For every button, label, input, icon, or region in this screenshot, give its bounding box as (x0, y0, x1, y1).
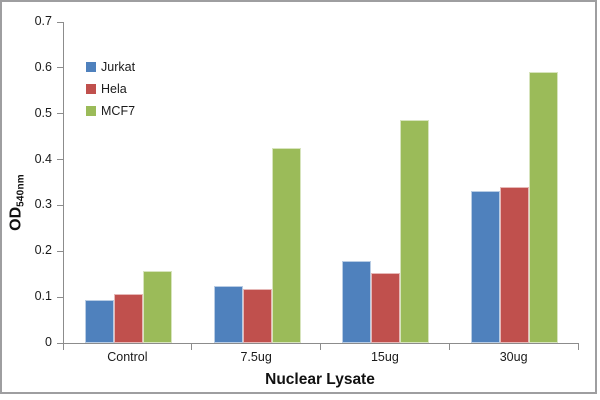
x-tick-mark (62, 344, 64, 350)
legend-label: Jurkat (101, 60, 136, 74)
y-tick-label: 0.7 (34, 14, 52, 28)
bar-hela-control (113, 294, 143, 343)
x-tick-mark (191, 344, 193, 350)
bar-jurkat-7.5ug (213, 285, 243, 343)
legend-item-jurkat: Jurkat (86, 56, 135, 78)
bar-mcf7-7.5ug (271, 148, 301, 343)
bar-mcf7-15ug (400, 119, 430, 343)
y-tick-mark (57, 159, 63, 161)
y-tick-label: 0.5 (34, 105, 52, 120)
bar-mcf7-control (142, 271, 172, 343)
plot-area (63, 22, 579, 344)
y-tick-mark (57, 296, 63, 298)
y-tick-label: 0.6 (34, 59, 52, 74)
legend-swatch-icon (86, 84, 96, 94)
legend-item-mcf7: MCF7 (86, 100, 135, 122)
y-tick-mark (57, 204, 63, 206)
x-tick-mark (448, 344, 450, 350)
y-tick-label: 0.1 (34, 289, 52, 304)
bar-mcf7-30ug (529, 72, 559, 343)
legend-label: Hela (101, 82, 127, 96)
legend-swatch-icon (86, 106, 96, 116)
x-axis-title: Nuclear Lysate (265, 371, 375, 388)
x-tick-mark (577, 344, 579, 350)
bar-jurkat-15ug (342, 261, 372, 343)
x-category-label: 7.5ug (240, 350, 272, 364)
y-tick-label: 0.3 (34, 197, 52, 212)
y-tick-mark (57, 113, 63, 115)
legend-item-hela: Hela (86, 78, 135, 100)
y-tick-mark (57, 21, 63, 23)
legend-label: MCF7 (101, 104, 136, 118)
bar-hela-30ug (500, 186, 530, 343)
y-tick-label: 0 (45, 335, 52, 349)
bar-jurkat-control (84, 300, 114, 343)
x-category-label: Control (107, 350, 148, 364)
legend-swatch-icon (86, 62, 96, 72)
bar-hela-7.5ug (242, 288, 272, 343)
x-tick-mark (320, 344, 321, 350)
y-tick-label: 0.2 (34, 243, 52, 258)
y-tick-label: 0.4 (34, 151, 52, 166)
y-tick-mark (57, 342, 63, 344)
bar-jurkat-30ug (471, 190, 501, 343)
legend: Jurkat Hela MCF7 (86, 56, 135, 122)
x-category-label: 30ug (499, 350, 528, 364)
bar-hela-15ug (371, 273, 401, 343)
y-tick-mark (57, 250, 63, 252)
y-tick-mark (57, 67, 63, 69)
x-category-label: 15ug (370, 350, 399, 364)
